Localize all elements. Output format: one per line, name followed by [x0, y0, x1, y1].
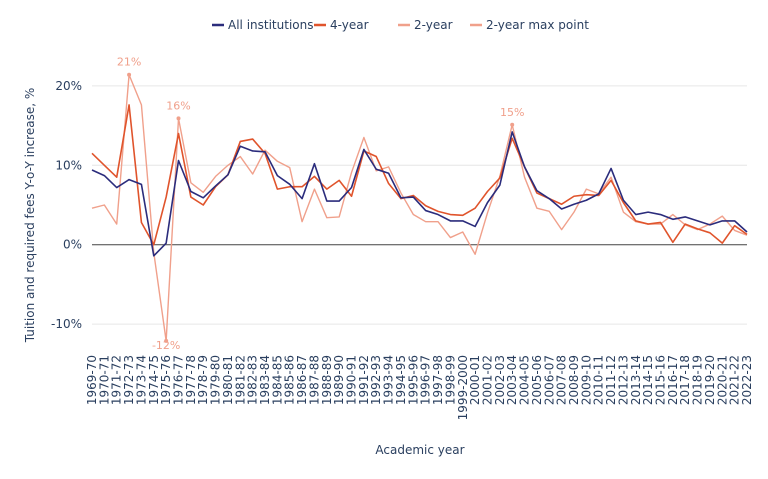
max-point-marker	[510, 122, 515, 127]
x-tick-label: 2002-03	[493, 355, 507, 405]
x-tick-label: 1982-83	[246, 355, 260, 405]
x-tick-label: 1990-91	[345, 355, 359, 405]
y-axis: -10% 0% 10% 20%	[51, 79, 82, 331]
x-tick-label: 2003-04	[505, 355, 519, 405]
x-tick-label: 2021-22	[728, 355, 742, 405]
series-lines	[91, 74, 748, 342]
x-tick-label: 1971-72	[110, 355, 124, 405]
x-tick-label: 2022-23	[740, 355, 754, 405]
legend-label: 4-year	[330, 18, 369, 32]
y-tick-label: -10%	[51, 317, 82, 331]
x-tick-label: 2014-15	[641, 355, 655, 405]
x-tick-label: 2020-21	[715, 355, 729, 405]
x-tick-label: 1985-86	[283, 355, 297, 405]
x-tick-label: 2001-02	[480, 355, 494, 405]
x-tick-label: 1970-71	[97, 355, 111, 405]
y-axis-title: Tuition and required fees Y-o-Y increase…	[23, 88, 37, 343]
max-point-label: -12%	[152, 339, 180, 352]
gridlines	[92, 85, 747, 325]
legend-label: 2-year	[414, 18, 453, 32]
y-tick-label: 10%	[55, 158, 82, 172]
x-tick-label: 1969-70	[85, 355, 99, 405]
x-tick-label: 2013-14	[629, 355, 643, 405]
y-tick-label: 0%	[63, 238, 82, 252]
x-axis-title: Academic year	[375, 443, 464, 457]
x-tick-label: 1992-93	[369, 355, 383, 405]
x-tick-label: 1999-2000	[456, 355, 470, 420]
max-point-marker	[164, 338, 169, 343]
legend-label: All institutions	[228, 18, 313, 32]
series-line-2-year	[91, 74, 748, 342]
x-tick-label: 2016-17	[666, 355, 680, 405]
x-tick-label: 2017-18	[678, 355, 692, 405]
x-tick-label: 2010-11	[592, 355, 606, 405]
x-tick-label: 2009-10	[579, 355, 593, 405]
x-tick-label: 2008-09	[567, 355, 581, 405]
x-tick-label: 2018-19	[691, 355, 705, 405]
x-tick-label: 2015-16	[653, 355, 667, 405]
y-tick-label: 20%	[55, 79, 82, 93]
annotations: 21% -12% 16% 15%	[117, 56, 525, 352]
x-tick-label: 2004-05	[518, 355, 532, 405]
x-tick-label: 1988-89	[320, 355, 334, 405]
legend-item-2-year-max-point[interactable]: 2-year max point	[470, 18, 589, 32]
x-tick-label: 2011-12	[604, 355, 618, 405]
x-tick-label: 1973-74	[134, 355, 148, 405]
x-tick-label: 1975-76	[159, 355, 173, 405]
max-point-label: 15%	[500, 106, 524, 119]
x-tick-label: 2019-20	[703, 355, 717, 405]
max-point-label: 21%	[117, 56, 141, 69]
x-tick-label: 2006-07	[542, 355, 556, 405]
legend-item-4-year[interactable]: 4-year	[314, 18, 369, 32]
legend-item-all-institutions[interactable]: All institutions	[212, 18, 313, 32]
series-line-all-institutions	[91, 131, 748, 257]
x-tick-label: 1979-80	[209, 355, 223, 405]
x-tick-label: 1996-97	[419, 355, 433, 405]
x-tick-label: 2012-13	[616, 355, 630, 405]
x-tick-label: 1995-96	[406, 355, 420, 405]
x-tick-label: 1972-73	[122, 355, 136, 405]
legend-label: 2-year max point	[486, 18, 589, 32]
x-axis: 1969-701970-711971-721972-731973-741974-…	[85, 355, 754, 420]
max-point-label: 16%	[166, 99, 190, 112]
series-line-4-year	[91, 104, 748, 246]
max-point-marker	[127, 72, 132, 77]
x-tick-label: 1980-81	[221, 355, 235, 405]
legend-item-2-year[interactable]: 2-year	[398, 18, 453, 32]
x-tick-label: 2000-01	[468, 355, 482, 405]
x-tick-label: 1974-75	[147, 355, 161, 405]
x-tick-label: 1984-85	[270, 355, 284, 405]
legend[interactable]: All institutions 4-year 2-year 2-year max p…	[212, 18, 589, 32]
x-tick-label: 1989-90	[332, 355, 346, 405]
x-tick-label: 1991-92	[357, 355, 371, 405]
x-tick-label: 1997-98	[431, 355, 445, 405]
x-tick-label: 1983-84	[258, 355, 272, 405]
x-tick-label: 2007-08	[555, 355, 569, 405]
x-tick-label: 2005-06	[530, 355, 544, 405]
x-tick-label: 1994-95	[394, 355, 408, 405]
max-point-marker	[176, 116, 181, 121]
x-tick-label: 1976-77	[172, 355, 186, 405]
x-tick-label: 1987-88	[307, 355, 321, 405]
x-tick-label: 1986-87	[295, 355, 309, 405]
x-tick-label: 1998-99	[443, 355, 457, 405]
x-tick-label: 1981-82	[233, 355, 247, 405]
x-tick-label: 1993-94	[382, 355, 396, 405]
x-tick-label: 1978-79	[196, 355, 210, 405]
x-tick-label: 1977-78	[184, 355, 198, 405]
